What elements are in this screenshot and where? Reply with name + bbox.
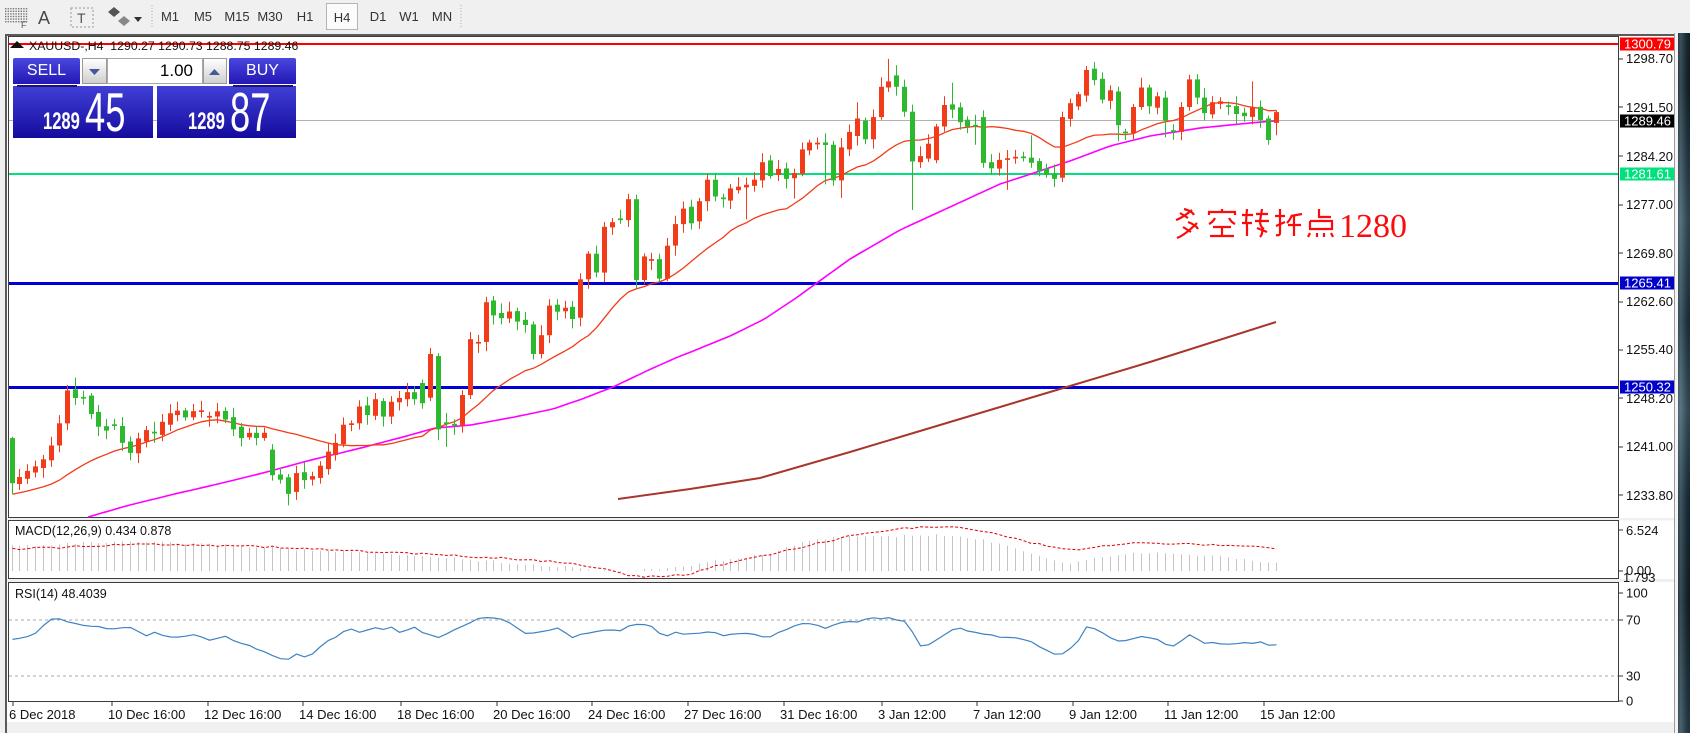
svg-text:F: F xyxy=(21,20,27,30)
svg-text:1.793: 1.793 xyxy=(1623,570,1656,585)
svg-text:30: 30 xyxy=(1626,669,1640,684)
svg-text:20 Dec 16:00: 20 Dec 16:00 xyxy=(493,707,570,722)
svg-text:12 Dec 16:00: 12 Dec 16:00 xyxy=(204,707,281,722)
svg-text:1262.60: 1262.60 xyxy=(1626,294,1673,309)
svg-text:10 Dec 16:00: 10 Dec 16:00 xyxy=(108,707,185,722)
svg-text:6.524: 6.524 xyxy=(1626,523,1659,538)
svg-text:15 Jan 12:00: 15 Jan 12:00 xyxy=(1260,707,1335,722)
svg-text:3 Jan 12:00: 3 Jan 12:00 xyxy=(878,707,946,722)
svg-text:18 Dec 16:00: 18 Dec 16:00 xyxy=(397,707,474,722)
svg-text:1241.00: 1241.00 xyxy=(1626,439,1673,454)
svg-text:11 Jan 12:00: 11 Jan 12:00 xyxy=(1164,707,1238,722)
svg-text:1291.50: 1291.50 xyxy=(1626,100,1673,115)
svg-text:1280: 1280 xyxy=(1339,208,1407,245)
svg-text:1289.46: 1289.46 xyxy=(1624,114,1671,129)
svg-text:1265.41: 1265.41 xyxy=(1624,276,1671,291)
svg-text:0.00: 0.00 xyxy=(1626,563,1651,578)
svg-text:T: T xyxy=(77,10,86,26)
svg-text:100: 100 xyxy=(1626,586,1648,601)
svg-text:RSI(14) 48.4039: RSI(14) 48.4039 xyxy=(15,587,107,601)
svg-text:9 Jan 12:00: 9 Jan 12:00 xyxy=(1069,707,1137,722)
svg-text:XAUUSD-,H4 1290.27 1290.73 12: XAUUSD-,H4 1290.27 1290.73 1288.75 1289.… xyxy=(29,39,299,53)
svg-text:MACD(12,26,9) 0.434 0.878: MACD(12,26,9) 0.434 0.878 xyxy=(15,524,171,538)
svg-text:A: A xyxy=(38,8,50,28)
svg-text:24 Dec 16:00: 24 Dec 16:00 xyxy=(588,707,665,722)
svg-text:1277.00: 1277.00 xyxy=(1626,197,1673,212)
svg-text:1298.70: 1298.70 xyxy=(1626,51,1673,66)
svg-text:70: 70 xyxy=(1626,613,1640,628)
svg-text:1248.20: 1248.20 xyxy=(1626,391,1673,406)
svg-text:31 Dec 16:00: 31 Dec 16:00 xyxy=(780,707,857,722)
svg-text:1284.20: 1284.20 xyxy=(1626,149,1673,164)
svg-text:14 Dec 16:00: 14 Dec 16:00 xyxy=(299,707,376,722)
svg-text:0: 0 xyxy=(1626,694,1633,709)
svg-text:1255.40: 1255.40 xyxy=(1626,342,1673,357)
svg-text:1250.32: 1250.32 xyxy=(1624,380,1671,395)
svg-text:27 Dec 16:00: 27 Dec 16:00 xyxy=(684,707,761,722)
svg-text:1281.61: 1281.61 xyxy=(1624,167,1671,182)
svg-text:6 Dec 2018: 6 Dec 2018 xyxy=(9,707,76,722)
svg-text:7 Jan 12:00: 7 Jan 12:00 xyxy=(973,707,1041,722)
svg-text:1300.79: 1300.79 xyxy=(1624,37,1671,52)
svg-text:1233.80: 1233.80 xyxy=(1626,488,1673,503)
svg-text:1269.80: 1269.80 xyxy=(1626,246,1673,261)
